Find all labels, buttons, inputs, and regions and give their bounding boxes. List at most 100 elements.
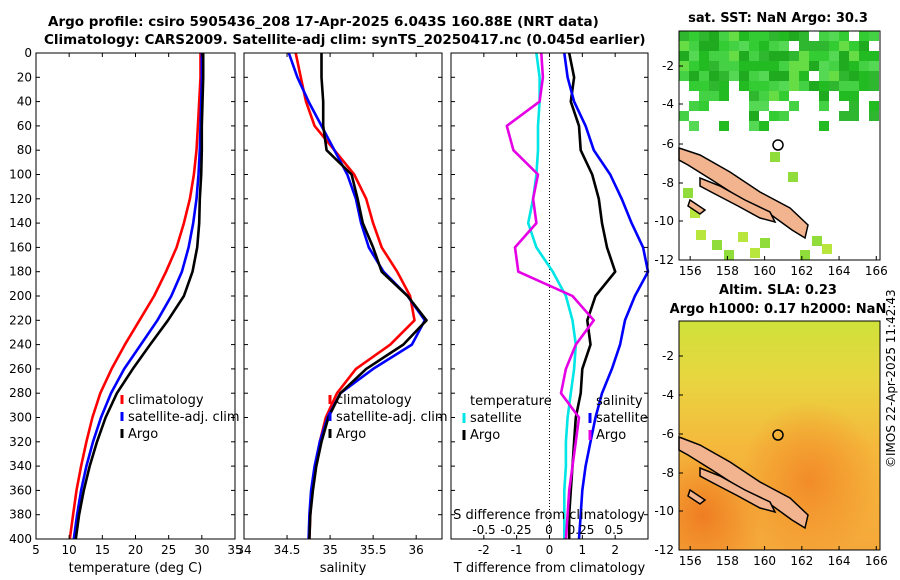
sst-cell — [749, 111, 759, 121]
map-y-tick-label: -6 — [662, 427, 674, 441]
x-axis-label: T difference from climatology — [453, 561, 646, 576]
y-tick-label: 240 — [9, 338, 32, 352]
sla-high-anomaly-west — [679, 321, 880, 550]
map-y-tick-label: -4 — [662, 97, 674, 111]
series-satellite-adj-clim-line — [287, 52, 427, 540]
legend-label: climatology — [128, 393, 204, 408]
sst-cell — [869, 51, 879, 61]
sst-cell — [709, 71, 719, 81]
sst-cell — [679, 41, 689, 51]
land-island-2 — [699, 176, 777, 224]
argo-location-marker — [772, 139, 784, 151]
sst-cell — [679, 71, 689, 81]
sst-map-frame — [678, 30, 881, 261]
y-tick-label: 40 — [17, 95, 32, 109]
sst-cell — [759, 121, 769, 131]
sst-cell — [829, 31, 839, 41]
sst-cell — [709, 61, 719, 71]
x-tick-label: 20 — [128, 543, 143, 557]
map-x-tick-label: 158 — [716, 554, 739, 568]
sst-cell — [690, 208, 700, 218]
sst-cell — [839, 111, 849, 121]
y-tick-label: 80 — [17, 143, 32, 157]
sst-cell — [769, 51, 779, 61]
legend-label: satellite — [596, 411, 648, 426]
sst-cell — [729, 51, 739, 61]
x-tick-label: 34.5 — [274, 543, 301, 557]
sst-cell — [699, 61, 709, 71]
sst-cell — [819, 51, 829, 61]
x-tick-label: 5 — [32, 543, 40, 557]
sst-map-ticks: 156 158 160 162 164 166 -2 -4 -6 -8 -10 -12 — [654, 59, 887, 278]
sst-cell — [869, 111, 879, 121]
sst-cell — [719, 121, 729, 131]
legend-label: climatology — [336, 393, 412, 408]
sst-cell — [779, 31, 789, 41]
y-tick-label: 280 — [9, 386, 32, 400]
sst-cell — [859, 61, 869, 71]
y-tick-label: 180 — [9, 265, 32, 279]
map-y-tick-label: -6 — [662, 137, 674, 151]
sst-cell — [769, 111, 779, 121]
top-axis-tick-label: 0.5 — [604, 523, 623, 537]
sst-cell — [699, 91, 709, 101]
sst-cell — [719, 81, 729, 91]
map-x-tick-label: 158 — [716, 264, 739, 278]
map-x-tick-label: 156 — [679, 264, 702, 278]
sst-cell — [689, 41, 699, 51]
sst-cell — [750, 248, 760, 258]
sst-cell — [819, 91, 829, 101]
legend-label: Argo — [470, 428, 500, 443]
sst-cell — [749, 41, 759, 51]
x-tick-label: 2 — [611, 543, 619, 557]
legend-title-temperature: temperature — [470, 394, 552, 409]
sst-cell — [770, 152, 780, 162]
sst-cell — [719, 71, 729, 81]
figure-title-line1: Argo profile: csiro 5905436_208 17-Apr-2… — [48, 14, 599, 30]
sst-cell — [749, 101, 759, 111]
legend-title-salinity: salinity — [596, 394, 643, 409]
salinity-panel: 34 34.5 35 35.5 36 salinity climatology satelli… — [236, 52, 448, 576]
map-x-tick-label: 166 — [865, 264, 888, 278]
sst-cell — [819, 61, 829, 71]
map-x-tick-label: 160 — [753, 554, 776, 568]
sst-cell — [809, 61, 819, 71]
sst-cell — [769, 81, 779, 91]
map-y-tick-label: -4 — [662, 388, 674, 402]
sla-land-island-3 — [687, 488, 707, 505]
sst-cell — [689, 51, 699, 61]
x-tick-label: 34 — [236, 543, 251, 557]
y-tick-label: 360 — [9, 483, 32, 497]
sst-cell — [809, 41, 819, 51]
sst-cell — [829, 41, 839, 51]
sst-cell — [819, 41, 829, 51]
map-y-tick-label: -12 — [654, 253, 674, 267]
sst-cell — [812, 236, 822, 246]
legend-label: satellite-adj. clim — [336, 410, 448, 425]
top-axis-tick-label: 0 — [545, 523, 553, 537]
sst-cell — [739, 81, 749, 91]
map-x-tick-label: 160 — [753, 264, 776, 278]
sst-cell — [699, 101, 709, 111]
sst-cell — [869, 61, 879, 71]
sst-cell — [689, 81, 699, 91]
sst-cell — [749, 31, 759, 41]
map-x-tick-label: 164 — [828, 554, 851, 568]
series-salinity-argo-line — [563, 52, 650, 540]
sst-cell — [789, 51, 799, 61]
map-x-tick-label: 166 — [865, 554, 888, 568]
map-x-tick-label: 162 — [790, 264, 813, 278]
y-tick-label: 60 — [17, 119, 32, 133]
sst-cell — [759, 61, 769, 71]
sst-cell — [869, 81, 879, 91]
x-tick-label: 30 — [194, 543, 209, 557]
legend-label: satellite — [470, 411, 522, 426]
sla-argo-location-marker — [772, 429, 784, 441]
sst-cell — [699, 51, 709, 61]
sst-cell — [839, 61, 849, 71]
sst-cell — [679, 31, 689, 41]
sst-cell — [729, 41, 739, 51]
sla-map-title-line2: Argo h1000: 0.17 h2000: NaN — [670, 302, 887, 317]
sst-cell — [869, 101, 879, 111]
sst-cell — [789, 71, 799, 81]
